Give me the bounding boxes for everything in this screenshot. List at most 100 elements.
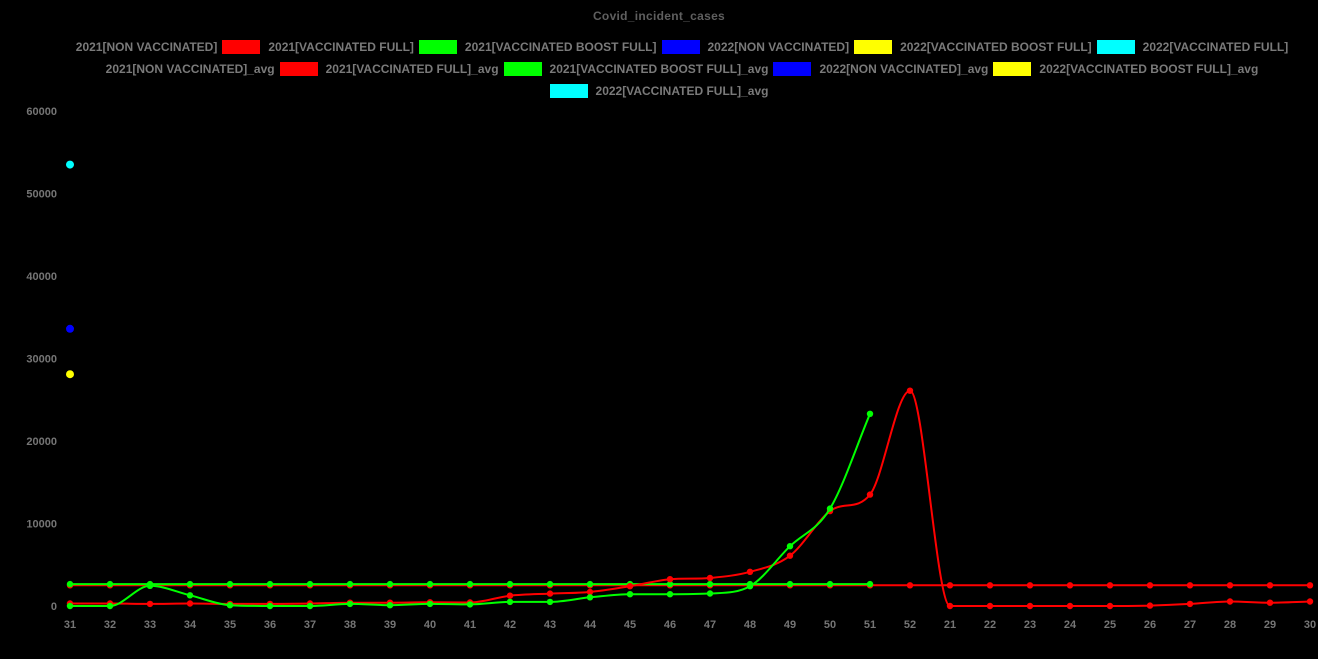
x-axis-tick-label: 32 <box>104 619 116 631</box>
data-point-marker-2021-vaccinated-full <box>586 588 594 596</box>
data-point-marker-2021-vaccinated-boost-full-avg <box>266 580 274 588</box>
data-point-marker-2021-vaccinated-boost-full <box>786 543 794 550</box>
legend-item: 2021[VACCINATED FULL]_avg <box>279 62 499 76</box>
data-point-marker-2022-non-vaccinated <box>66 324 74 333</box>
data-point-marker-2022-vaccinated-full <box>66 160 74 169</box>
x-axis-tick-label: 24 <box>1064 619 1077 631</box>
data-point-marker-2021-vaccinated-full-avg <box>906 582 914 589</box>
y-axis-tick-label: 40000 <box>26 271 57 283</box>
data-point-marker-2021-vaccinated-full <box>146 600 154 608</box>
data-point-marker-2021-vaccinated-boost-full-avg <box>106 580 114 588</box>
data-point-marker-2021-vaccinated-boost-full-avg <box>386 580 394 588</box>
data-point-marker-2021-vaccinated-boost-full-avg <box>826 580 834 588</box>
series-line-2021-vaccinated-boost-full <box>69 412 871 607</box>
chart-title: Covid_incident_cases <box>592 9 726 23</box>
legend-item: 2022[VACCINATED BOOST FULL] <box>854 40 1092 54</box>
data-point-marker-2021-vaccinated-full-avg <box>1026 582 1034 589</box>
legend-swatch-icon <box>29 40 68 54</box>
data-point-marker-2021-vaccinated-full-avg <box>1306 582 1314 589</box>
data-point-marker-2021-vaccinated-full-avg <box>986 582 994 589</box>
legend-swatch-icon <box>993 62 1032 76</box>
legend-label: 2022[VACCINATED BOOST FULL] <box>900 40 1092 54</box>
legend-item: 2022[VACCINATED BOOST FULL]_avg <box>993 62 1258 76</box>
x-axis-tick-label: 31 <box>64 619 76 631</box>
legend-label: 2022[NON VACCINATED]_avg <box>819 62 989 76</box>
legend-row: 2021[NON VACCINATED] 2021[VACCINATED FULL… <box>27 40 1290 54</box>
legend-item: 2021[VACCINATED BOOST FULL] <box>418 40 657 54</box>
data-point-marker-2021-vaccinated-boost-full <box>386 602 394 609</box>
legend-swatch-icon <box>222 40 261 54</box>
data-point-marker-2021-vaccinated-full <box>186 600 194 607</box>
y-axis-tick-label: 0 <box>51 601 57 613</box>
data-point-marker-2021-vaccinated-boost-full-avg <box>346 580 354 588</box>
x-axis-tick-label: 38 <box>344 619 356 631</box>
data-point-marker-2021-vaccinated-boost-full <box>586 594 594 601</box>
data-point-marker-2021-vaccinated-boost-full <box>426 600 434 608</box>
data-point-marker-2021-vaccinated-full <box>1226 598 1234 605</box>
data-point-marker-2021-vaccinated-boost-full <box>706 590 714 597</box>
x-axis-tick-label: 36 <box>264 619 276 631</box>
data-point-marker-2021-vaccinated-boost-full-avg <box>586 580 594 588</box>
x-axis-tick-label: 48 <box>744 619 756 631</box>
data-point-marker-2021-vaccinated-boost-full <box>826 505 834 512</box>
data-point-marker-2021-vaccinated-full-avg <box>1066 582 1074 589</box>
legend-item: 2022[VACCINATED FULL] <box>1096 40 1288 54</box>
data-point-marker-2021-vaccinated-full <box>1266 599 1274 606</box>
data-point-marker-2021-vaccinated-full-avg <box>1106 582 1114 589</box>
data-point-marker-2021-vaccinated-boost-full-avg <box>546 580 554 588</box>
y-axis-tick-label: 50000 <box>26 189 57 201</box>
data-point-marker-2021-vaccinated-boost-full <box>106 602 114 610</box>
legend-swatch-icon <box>418 40 457 54</box>
legend-swatch-icon <box>1096 40 1135 54</box>
data-point-marker-2021-vaccinated-boost-full <box>546 598 554 606</box>
x-axis-tick-label: 35 <box>224 619 236 631</box>
data-point-marker-2021-vaccinated-full <box>626 583 634 590</box>
y-axis-tick-label: 10000 <box>26 519 57 531</box>
legend-swatch-icon <box>773 62 812 76</box>
y-axis-tick-label: 20000 <box>26 436 57 448</box>
data-point-marker-2021-vaccinated-full <box>946 602 954 610</box>
x-axis-tick-label: 26 <box>1144 619 1156 631</box>
data-point-marker-2021-vaccinated-boost-full <box>466 601 474 608</box>
data-point-marker-2021-vaccinated-boost-full-avg <box>306 580 314 588</box>
legend-label: 2021[VACCINATED FULL] <box>268 40 414 54</box>
data-point-marker-2021-vaccinated-full <box>906 387 914 394</box>
data-point-marker-2021-vaccinated-boost-full <box>186 592 194 599</box>
y-axis-tick-label: 30000 <box>26 354 57 366</box>
legend-item: 2021[NON VACCINATED] <box>29 40 217 54</box>
legend-item: 2021[VACCINATED FULL] <box>222 40 414 54</box>
legend-swatch-icon <box>503 62 542 76</box>
data-point-marker-2021-vaccinated-boost-full <box>146 582 154 589</box>
data-point-marker-2021-vaccinated-boost-full <box>346 600 354 608</box>
legend-label: 2022[VACCINATED FULL]_avg <box>595 84 769 98</box>
x-axis-tick-label: 40 <box>424 619 436 631</box>
data-point-marker-2022-vaccinated-boost-full <box>66 370 74 379</box>
data-point-marker-2021-vaccinated-full <box>546 590 554 597</box>
x-axis-tick-label: 28 <box>1224 619 1236 631</box>
x-axis-tick-label: 44 <box>584 619 597 631</box>
x-axis-tick-label: 43 <box>544 619 556 631</box>
data-point-marker-2021-vaccinated-boost-full-avg <box>226 580 234 588</box>
x-axis-tick-label: 42 <box>504 619 516 631</box>
data-point-marker-2021-vaccinated-full <box>1106 602 1114 610</box>
legend-label: 2021[VACCINATED BOOST FULL]_avg <box>549 62 769 76</box>
chart-legend: 2021[NON VACCINATED] 2021[VACCINATED FULL… <box>0 40 1318 98</box>
data-point-marker-2021-vaccinated-boost-full <box>746 583 754 590</box>
legend-label: 2021[NON VACCINATED]_avg <box>105 62 275 76</box>
x-axis-tick-label: 49 <box>784 619 796 631</box>
data-point-marker-2021-vaccinated-boost-full-avg <box>66 580 74 588</box>
x-axis-tick-label: 21 <box>944 619 956 631</box>
legend-swatch-icon <box>854 40 893 54</box>
data-point-marker-2021-vaccinated-full <box>786 552 794 559</box>
x-axis-tick-label: 30 <box>1304 619 1316 631</box>
data-point-marker-2021-vaccinated-full <box>1306 598 1314 605</box>
data-point-marker-2021-vaccinated-full-avg <box>1186 582 1194 589</box>
data-point-marker-2021-vaccinated-full <box>986 602 994 610</box>
legend-swatch-icon <box>661 40 700 54</box>
legend-swatch-icon <box>59 62 98 76</box>
x-axis-tick-label: 25 <box>1104 619 1116 631</box>
legend-label: 2021[VACCINATED BOOST FULL] <box>464 40 657 54</box>
x-axis-tick-label: 29 <box>1264 619 1276 631</box>
data-point-marker-2021-vaccinated-boost-full <box>626 591 634 598</box>
